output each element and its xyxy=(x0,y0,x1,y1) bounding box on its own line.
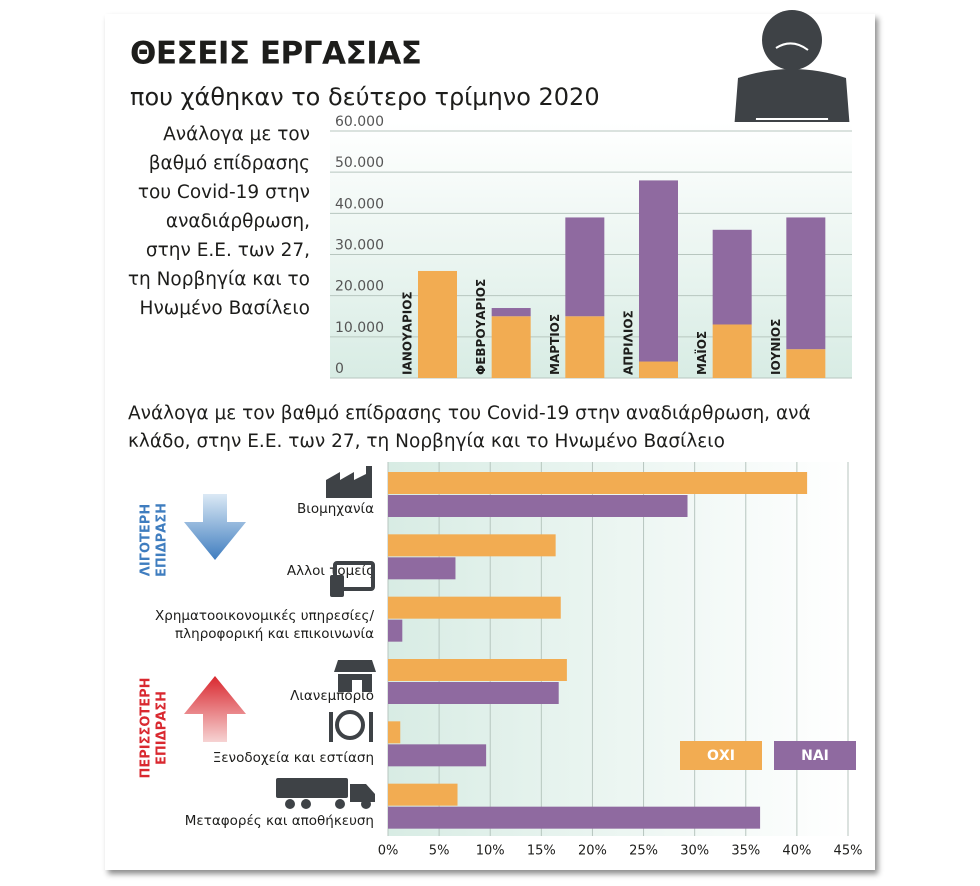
group-label: ΠΕΡΙΣΣΟΤΕΡΗ xyxy=(139,677,154,778)
bar-segment xyxy=(639,180,678,362)
bar-segment xyxy=(565,217,605,317)
truck-trailer xyxy=(276,778,348,798)
bar xyxy=(388,744,487,767)
bar xyxy=(388,596,561,619)
plot-area-2 xyxy=(388,462,848,836)
x-tick-label: 45% xyxy=(834,844,863,859)
truck-cab xyxy=(350,784,375,802)
x-tick-label: ΜΑΡΤΙΟΣ xyxy=(548,314,562,375)
sector-icons xyxy=(276,466,376,809)
bar xyxy=(388,472,808,494)
bar xyxy=(388,806,761,829)
x-tick-label: 30% xyxy=(680,844,709,859)
bar xyxy=(388,619,403,642)
category-label-box: Βιομηχανία xyxy=(297,501,374,517)
bar-segment xyxy=(786,349,826,378)
bar xyxy=(388,682,559,704)
plate-icon xyxy=(335,710,365,740)
y-tick-label: 30.000 xyxy=(335,238,384,254)
x-tick-label: 25% xyxy=(629,844,658,859)
category-label: Λιανεμπόριο xyxy=(290,688,374,704)
y-tick-label: 50.000 xyxy=(335,155,384,171)
y-tick-label: 10.000 xyxy=(335,320,384,336)
bar-segment xyxy=(491,316,531,378)
category-label: Βιομηχανία xyxy=(297,501,374,517)
bar-segment xyxy=(786,217,826,350)
category-label-box: Χρηματοοικονομικές υπηρεσίες/ πληροφορικ… xyxy=(155,607,374,642)
x-tick-label: 0% xyxy=(378,844,399,859)
category-label: Αλλοι τομείς xyxy=(286,563,374,580)
group-less: ΛΙΓΟΤΕΡΗ ΕΠΙΔΡΑΣΗ xyxy=(139,503,170,577)
bar xyxy=(388,534,556,557)
category-label-box: Λιανεμπόριο xyxy=(290,688,374,704)
legend-swatch xyxy=(774,741,856,770)
bar-segment xyxy=(565,316,605,378)
x-tick-label: 15% xyxy=(527,844,556,859)
bar-segment xyxy=(491,308,531,317)
chart-1: 0 10.000 20.000 30.000 40.000 50.000 60.000 ΙΑΝ… xyxy=(330,114,852,379)
category-label: Μεταφορές και αποθήκευση xyxy=(184,812,374,829)
chart-2: 0% 5% 10% 15% 20% 25% 30% 35% 40% 45% Βιομηχανία Αλ… xyxy=(155,462,863,859)
chart-2-title: Ανάλογα με τον βαθμό επίδρασης του Covid… xyxy=(128,403,811,452)
group-label: ΛΙΓΟΤΕΡΗ xyxy=(139,504,154,576)
x-tick-label: 10% xyxy=(476,844,505,859)
legend-label: ΝΑΙ xyxy=(801,748,829,764)
group-label: ΕΠΙΔΡΑΣΗ xyxy=(155,691,170,765)
chart-2-title-box: Ανάλογα με τον βαθμό επίδρασης του Covid… xyxy=(128,403,811,452)
group-more: ΠΕΡΙΣΣΟΤΕΡΗ ΕΠΙΔΡΑΣΗ xyxy=(139,677,170,778)
y-tick-label: 60.000 xyxy=(335,114,384,130)
description: Ανάλογα με τον βαθμό επίδρασης του Covid… xyxy=(127,124,310,319)
x-tick-label: ΙΑΝΟΥΑΡΙΟΣ xyxy=(401,291,415,375)
x-tick-label: ΙΟΥΝΙΟΣ xyxy=(769,319,783,375)
group-label: ΕΠΙΔΡΑΣΗ xyxy=(155,503,170,577)
x-tick-label: 5% xyxy=(429,844,450,859)
shop-icon xyxy=(334,660,376,692)
description-box: Ανάλογα με τον βαθμό επίδρασης του Covid… xyxy=(127,124,310,319)
title: ΘΕΣΕΙΣ ΕΡΓΑΣΙΑΣ xyxy=(130,36,421,72)
up-arrow xyxy=(184,676,246,742)
down-arrow xyxy=(184,494,246,560)
category-label: Χρηματοοικονομικές υπηρεσίες/ πληροφορικ… xyxy=(155,607,374,642)
legend-label: ΟΧΙ xyxy=(707,748,735,764)
subtitle: που χάθηκαν το δεύτερο τρίμηνο 2020 xyxy=(130,83,600,111)
tablet-icon xyxy=(330,575,344,597)
bar-segment xyxy=(712,229,752,325)
bar xyxy=(388,721,401,744)
factory-icon xyxy=(326,466,372,498)
x-tick-label: 40% xyxy=(782,844,811,859)
y-tick-label: 20.000 xyxy=(335,279,384,295)
knife-icon xyxy=(369,712,373,742)
bar-segment xyxy=(712,324,752,378)
category-label-box: Μεταφορές και αποθήκευση xyxy=(184,812,374,829)
x-tick-label: ΦΕΒΡΟΥΑΡΙΟΣ xyxy=(474,279,488,375)
category-label: Ξενοδοχεία και εστίαση xyxy=(212,750,374,767)
x-tick-label: ΑΠΡΙΛΙΟΣ xyxy=(622,310,636,375)
bar xyxy=(388,783,458,806)
bar xyxy=(388,557,456,580)
legend-swatch xyxy=(680,741,762,770)
bar-segment xyxy=(639,361,678,378)
y-tick-label: 0 xyxy=(335,361,344,377)
y-tick-label: 40.000 xyxy=(335,196,384,212)
bar-segment xyxy=(418,270,457,378)
category-label-box: Ξενοδοχεία και εστίαση xyxy=(212,750,374,767)
bar xyxy=(388,659,567,681)
x-tick-label: ΜΑΪΟΣ xyxy=(694,331,709,375)
fork-icon xyxy=(329,712,333,742)
category-label-box: Αλλοι τομείς xyxy=(286,563,374,580)
bar xyxy=(388,495,688,517)
x-tick-label: 35% xyxy=(731,844,760,859)
x-tick-label: 20% xyxy=(578,844,607,859)
